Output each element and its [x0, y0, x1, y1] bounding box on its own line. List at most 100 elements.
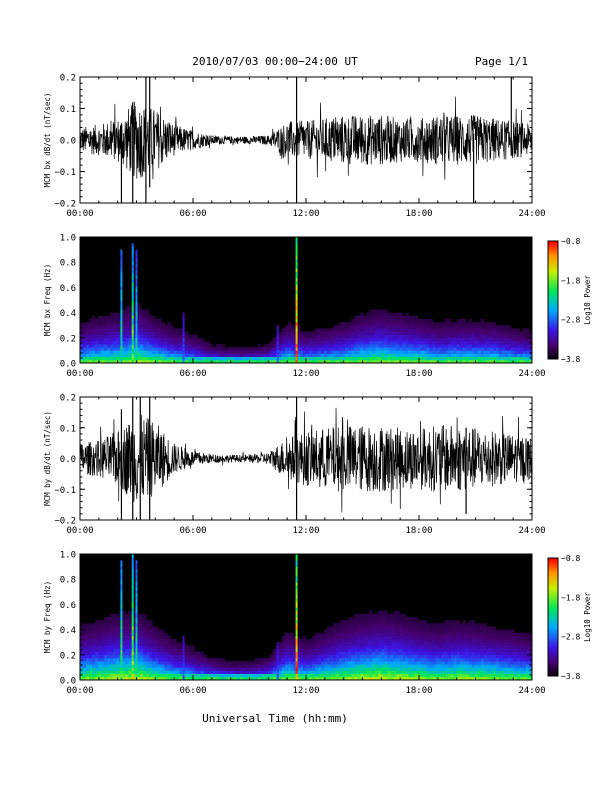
spectrogram-cell	[107, 651, 111, 656]
spectrogram-cell	[227, 356, 231, 361]
spectrogram-cell	[113, 359, 117, 364]
spectrogram-cell	[420, 322, 424, 326]
spectrogram-cell	[149, 673, 153, 678]
spectrogram-cell	[188, 334, 192, 339]
spectrogram-cell	[321, 670, 325, 674]
spectrogram-cell	[366, 331, 370, 335]
spectrogram-cell	[477, 350, 482, 354]
spectrogram-cell	[357, 347, 361, 351]
spectrogram-cell	[227, 359, 231, 364]
spectrogram-cell	[378, 635, 382, 640]
spectrogram-cell	[185, 347, 189, 351]
spectrogram-cell	[366, 353, 370, 357]
spectrogram-cell	[513, 673, 518, 678]
spectrogram-cell	[299, 657, 304, 662]
spectrogram-cell	[113, 340, 117, 345]
spectrogram-streak	[276, 326, 279, 328]
spectrogram-cell	[140, 629, 144, 634]
x-tick-label: 12:00	[292, 369, 319, 379]
spectrogram-streak	[120, 671, 123, 675]
spectrogram-cell	[450, 676, 454, 681]
spectrogram-cell	[104, 347, 108, 351]
spectrogram-cell	[125, 359, 129, 364]
spectrogram-cell	[251, 347, 256, 351]
spectrogram-cell	[122, 340, 126, 345]
spectrogram-cell	[107, 642, 111, 646]
spectrogram-cell	[516, 353, 521, 357]
spectrogram-cell	[209, 667, 213, 671]
spectrogram-cell	[495, 350, 500, 354]
spectrogram-cell	[408, 632, 412, 637]
spectrogram-cell	[414, 632, 418, 637]
spectrogram-cell	[315, 673, 319, 678]
spectrogram-cell	[480, 359, 485, 364]
spectrogram-cell	[128, 654, 132, 659]
spectrogram-cell	[266, 673, 271, 678]
spectrogram-cell	[149, 353, 153, 357]
spectrogram-cell	[435, 350, 439, 354]
spectrogram-cell	[191, 350, 195, 354]
spectrogram-cell	[290, 645, 295, 649]
spectrogram-cell	[125, 620, 129, 624]
spectrogram-cell	[363, 667, 367, 671]
spectrogram-streak	[276, 329, 279, 332]
spectrogram-cell	[98, 315, 102, 320]
spectrogram-cell	[179, 642, 183, 646]
spectrogram-cell	[345, 651, 349, 656]
spectrogram-cell	[158, 632, 162, 637]
spectrogram-cell	[245, 356, 250, 361]
spectrogram-streak	[120, 323, 123, 327]
spectrogram-cell	[447, 670, 451, 674]
spectrogram-cell	[191, 657, 195, 662]
spectrogram-cell	[140, 651, 144, 656]
spectrogram-cell	[486, 645, 491, 649]
spectrogram-cell	[381, 620, 385, 624]
spectrogram-cell	[110, 315, 114, 320]
spectrogram-streak	[131, 321, 134, 325]
spectrogram-cell	[447, 626, 451, 630]
spectrogram-cell	[405, 626, 409, 630]
spectrogram-streak	[131, 591, 134, 596]
spectrogram-cell	[510, 353, 515, 357]
spectrogram-cell	[248, 353, 253, 357]
spectrogram-cell	[420, 667, 424, 671]
spectrogram-cell	[284, 664, 289, 668]
spectrogram-cell	[378, 645, 382, 649]
spectrogram-cell	[236, 667, 240, 671]
spectrogram-cell	[348, 328, 352, 332]
spectrogram-cell	[212, 356, 216, 361]
spectrogram-cell	[324, 657, 328, 662]
spectrogram-cell	[363, 337, 367, 342]
spectrogram-cell	[233, 356, 237, 361]
spectrogram-cell	[251, 350, 256, 354]
spectrogram-streak	[120, 668, 123, 672]
spectrogram-cell	[345, 331, 349, 335]
spectrogram-cell	[378, 673, 382, 678]
spectrogram-cell	[137, 328, 141, 332]
spectrogram-cell	[387, 657, 391, 662]
spectrogram-cell	[152, 340, 156, 345]
spectrogram-cell	[306, 331, 310, 335]
spectrogram-cell	[453, 325, 457, 329]
spectrogram-streak	[182, 357, 185, 360]
spectrogram-cell	[420, 620, 424, 624]
spectrogram-cell	[360, 629, 364, 634]
spectrogram-streak	[131, 676, 134, 681]
spectrogram-cell	[287, 344, 292, 348]
spectrogram-cell	[143, 334, 147, 339]
spectrogram-cell	[486, 347, 491, 351]
spectrogram-cell	[302, 344, 307, 348]
spectrogram-cell	[366, 356, 370, 361]
spectrogram-cell	[278, 670, 283, 674]
spectrogram-cell	[450, 629, 454, 634]
spectrogram-cell	[396, 350, 400, 354]
spectrogram-streak	[131, 572, 134, 577]
spectrogram-cell	[333, 344, 337, 348]
spectrogram-streak	[120, 289, 123, 293]
colorbar-segment	[548, 284, 558, 287]
spectrogram-cell	[354, 359, 358, 364]
spectrogram-cell	[200, 359, 204, 364]
spectrogram-cell	[465, 340, 470, 345]
spectrogram-cell	[462, 657, 466, 662]
spectrogram-cell	[218, 350, 222, 354]
